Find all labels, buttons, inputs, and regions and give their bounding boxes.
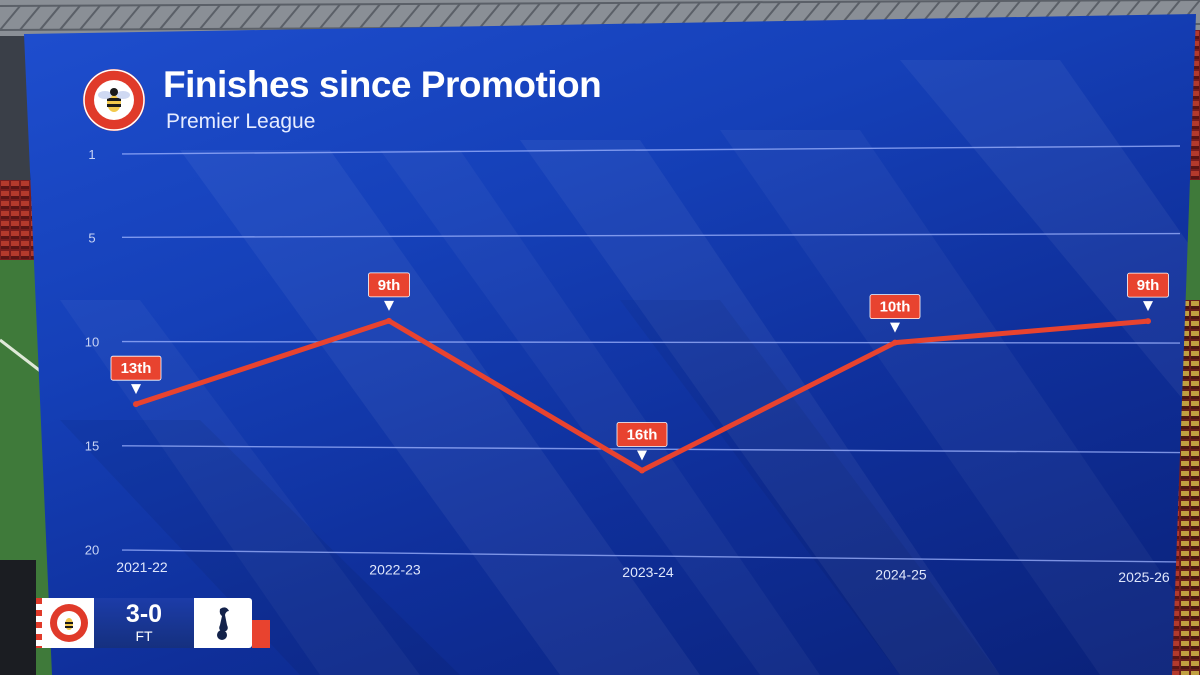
gridline-15 bbox=[121, 445, 1181, 454]
data-point bbox=[133, 401, 139, 408]
data-label-pointer bbox=[131, 384, 141, 395]
score-bug-accent bbox=[252, 620, 270, 648]
y-tick-label: 10 bbox=[85, 335, 99, 350]
data-label-pointer bbox=[637, 450, 647, 461]
data-label: 9th bbox=[1127, 272, 1169, 312]
x-tick-label: 2025-26 bbox=[1118, 569, 1170, 585]
gridline-1 bbox=[121, 145, 1181, 155]
y-tick-label: 5 bbox=[88, 230, 95, 245]
y-tick-label: 20 bbox=[85, 543, 99, 558]
match-score: 3-0 bbox=[125, 600, 163, 628]
data-label-text: 16th bbox=[627, 426, 658, 443]
x-tick-label: 2021-22 bbox=[116, 559, 168, 575]
data-label-pointer bbox=[384, 300, 394, 311]
data-label-text: 9th bbox=[1137, 277, 1160, 294]
data-label-box bbox=[110, 355, 162, 381]
data-label: 13th bbox=[110, 355, 162, 395]
home-team-stripe bbox=[36, 598, 42, 648]
chart-title: Finishes since Promotion bbox=[163, 64, 602, 105]
data-label-box bbox=[869, 294, 921, 320]
away-team-panel bbox=[194, 598, 252, 648]
data-point bbox=[639, 467, 645, 474]
data-label-box bbox=[368, 272, 410, 298]
home-team-panel bbox=[36, 598, 94, 648]
x-tick-label: 2022-23 bbox=[369, 562, 421, 578]
score-panel: 3-0 FT bbox=[94, 598, 194, 648]
data-label: 10th bbox=[869, 294, 921, 333]
gridline-5 bbox=[121, 232, 1181, 239]
match-status: FT bbox=[135, 628, 153, 644]
data-label: 16th bbox=[616, 422, 668, 461]
y-tick-label: 15 bbox=[85, 439, 99, 454]
gridline-10 bbox=[121, 340, 1181, 344]
gridline-20 bbox=[121, 549, 1181, 563]
data-labels-layer: 13th 9th 16th 10th 9th bbox=[110, 272, 1169, 461]
brentford-badge-icon bbox=[83, 69, 145, 131]
data-label-pointer bbox=[1143, 301, 1153, 312]
chart-subtitle: Premier League bbox=[166, 110, 316, 133]
series-line-layer bbox=[133, 317, 1151, 474]
data-label-text: 13th bbox=[121, 360, 152, 377]
data-point bbox=[1145, 318, 1151, 325]
chart-gridlines bbox=[121, 145, 1181, 563]
score-bug: 3-0 FT bbox=[36, 598, 270, 648]
data-label-text: 9th bbox=[378, 277, 401, 294]
data-point bbox=[892, 339, 898, 346]
tottenham-badge-icon bbox=[217, 607, 229, 640]
x-axis-ticks: 2021-22 2022-23 2023-24 2024-25 2025-26 bbox=[116, 559, 1170, 585]
x-tick-label: 2023-24 bbox=[622, 564, 674, 580]
data-label-pointer bbox=[890, 322, 900, 333]
brentford-badge-icon bbox=[50, 604, 88, 642]
data-label-box bbox=[1127, 272, 1169, 298]
data-point bbox=[386, 317, 392, 324]
data-label-box bbox=[616, 422, 668, 447]
y-tick-label: 1 bbox=[88, 147, 95, 162]
data-label-text: 10th bbox=[880, 299, 911, 316]
x-tick-label: 2024-25 bbox=[875, 567, 927, 583]
data-label: 9th bbox=[368, 272, 410, 311]
